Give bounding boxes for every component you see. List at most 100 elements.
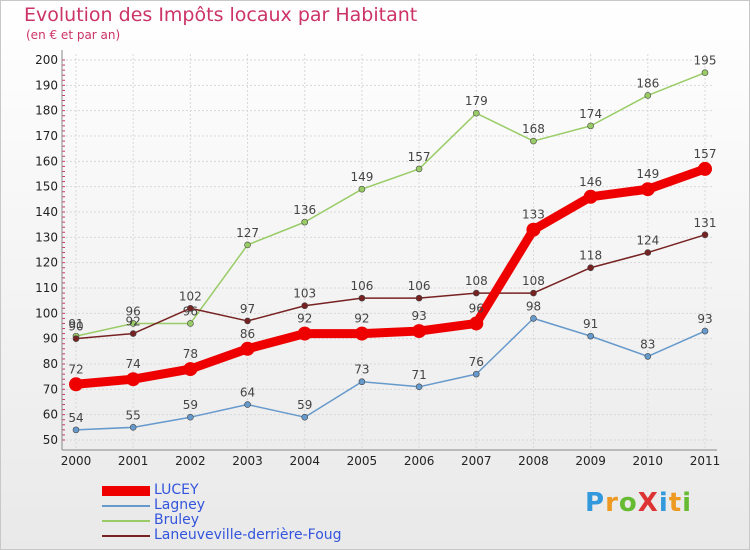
legend-label: Laneuveville-derrière-Foug xyxy=(154,527,342,543)
data-label: 91 xyxy=(583,317,598,331)
data-label: 103 xyxy=(293,287,316,301)
x-tick-label: 2005 xyxy=(347,454,378,468)
x-tick-label: 2006 xyxy=(404,454,435,468)
data-label: 136 xyxy=(293,203,316,217)
legend-label: Lagney xyxy=(154,497,206,513)
x-tick-label: 2008 xyxy=(518,454,549,468)
data-point xyxy=(297,326,312,341)
data-label: 97 xyxy=(240,302,255,316)
data-point xyxy=(301,302,309,310)
data-label: 179 xyxy=(465,94,488,108)
data-point xyxy=(526,222,541,237)
data-point xyxy=(301,413,309,421)
data-point xyxy=(415,165,423,173)
data-label: 149 xyxy=(350,170,373,184)
data-point xyxy=(129,424,137,431)
legend-swatch xyxy=(102,486,150,496)
data-label: 54 xyxy=(68,411,83,425)
y-tick-label: 180 xyxy=(35,104,58,118)
data-label: 86 xyxy=(240,327,255,341)
data-label: 157 xyxy=(694,147,717,161)
data-point xyxy=(244,241,251,249)
y-tick-label: 130 xyxy=(35,230,58,244)
x-tick-label: 2002 xyxy=(175,454,206,468)
y-tick-label: 70 xyxy=(43,382,58,396)
data-point xyxy=(354,326,369,341)
proxiti-logo: ProXiti xyxy=(585,488,693,518)
legend-swatch xyxy=(102,505,150,507)
y-tick-label: 120 xyxy=(35,256,58,270)
data-label: 64 xyxy=(240,386,255,400)
data-point xyxy=(129,330,137,337)
y-tick-label: 170 xyxy=(35,129,58,143)
data-point xyxy=(530,315,537,322)
data-label: 92 xyxy=(126,315,141,329)
y-tick-label: 160 xyxy=(35,154,58,168)
data-label: 76 xyxy=(469,355,484,369)
data-point xyxy=(530,289,537,297)
data-point xyxy=(530,137,537,145)
chart-title: Evolution des Impôts locaux par Habitant xyxy=(24,4,418,26)
data-label: 118 xyxy=(579,249,602,263)
data-label: 96 xyxy=(469,301,484,315)
data-label: 98 xyxy=(526,299,541,313)
y-tick-label: 150 xyxy=(35,180,58,194)
data-label: 73 xyxy=(354,363,369,377)
y-tick-label: 200 xyxy=(35,53,58,67)
data-label: 78 xyxy=(183,347,198,361)
data-label: 72 xyxy=(68,362,83,376)
chart-subtitle: (en € et par an) xyxy=(26,28,121,42)
data-label: 186 xyxy=(636,76,659,90)
x-tick-label: 2009 xyxy=(575,454,606,468)
data-label: 149 xyxy=(636,167,659,181)
data-label: 106 xyxy=(408,279,431,293)
y-tick-label: 100 xyxy=(35,306,58,320)
data-label: 146 xyxy=(579,175,602,189)
data-label: 74 xyxy=(126,357,141,371)
data-label: 108 xyxy=(522,274,545,288)
x-tick-label: 2007 xyxy=(461,454,492,468)
data-point xyxy=(644,249,652,256)
data-point xyxy=(412,324,427,339)
data-label: 124 xyxy=(636,234,659,248)
data-label: 157 xyxy=(408,150,431,164)
data-label: 91 xyxy=(68,317,83,331)
legend-label: Bruley xyxy=(154,512,200,528)
data-point xyxy=(469,316,484,331)
data-point xyxy=(129,320,137,327)
data-point xyxy=(358,294,366,302)
legend-swatch xyxy=(102,535,150,537)
y-tick-label: 140 xyxy=(35,205,58,219)
legend-swatch xyxy=(102,520,150,522)
data-point xyxy=(415,294,423,302)
data-label: 59 xyxy=(183,398,198,412)
data-point xyxy=(701,231,709,239)
data-point xyxy=(640,182,655,197)
y-tick-label: 90 xyxy=(43,332,58,346)
y-tick-label: 80 xyxy=(43,357,58,371)
y-tick-label: 50 xyxy=(43,433,58,447)
data-point xyxy=(587,122,594,130)
data-point xyxy=(187,304,194,312)
data-label: 102 xyxy=(179,289,202,303)
legend-label: LUCEY xyxy=(154,482,199,498)
data-label: 55 xyxy=(126,408,141,422)
data-label: 168 xyxy=(522,122,545,136)
data-label: 59 xyxy=(297,398,312,412)
data-label: 92 xyxy=(297,312,312,326)
data-point xyxy=(69,377,83,392)
data-point xyxy=(72,426,80,434)
data-label: 93 xyxy=(411,309,426,323)
x-tick-label: 2001 xyxy=(118,454,149,468)
data-point xyxy=(183,362,198,377)
data-point xyxy=(644,92,652,99)
data-point xyxy=(358,378,366,386)
x-tick-label: 2011 xyxy=(690,454,721,468)
data-point xyxy=(244,401,251,408)
data-point xyxy=(587,264,594,272)
y-tick-label: 190 xyxy=(35,78,58,92)
series-line-laneuveville-derri-re-foug xyxy=(75,234,706,340)
data-label: 108 xyxy=(465,274,488,288)
data-point xyxy=(244,317,251,325)
